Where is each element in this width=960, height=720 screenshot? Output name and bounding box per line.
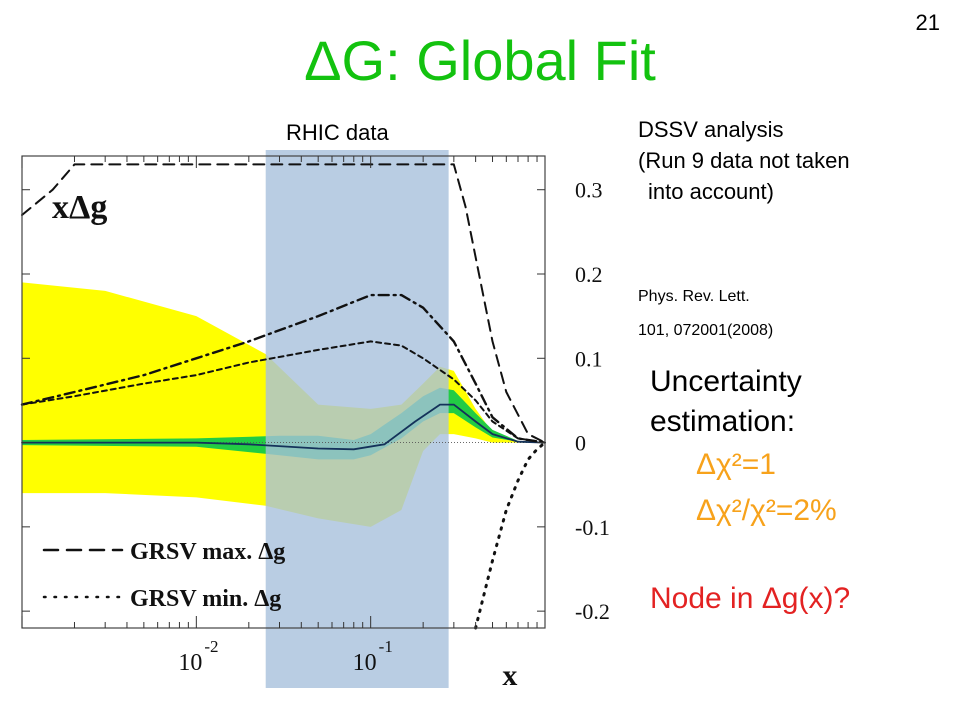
- legend-label: GRSV max. Δg: [130, 539, 285, 565]
- x-tick-exponent: -2: [204, 637, 218, 656]
- legend-label: GRSV min. Δg: [130, 586, 281, 612]
- series-line-dashed_short: [21, 340, 546, 444]
- y-tick-label: 0.1: [575, 346, 603, 371]
- y-tick-label: 0.2: [575, 262, 603, 287]
- uncertainty-line-2: estimation:: [650, 405, 796, 438]
- y-tick-label: -0.1: [575, 515, 610, 540]
- series-line-solid: [21, 403, 546, 451]
- uncertainty-line-1: Uncertainty: [650, 365, 802, 398]
- x-tick-label: 10: [353, 650, 377, 676]
- notes-line-2: (Run 9 data not taken: [638, 148, 850, 173]
- x-axis-label: x: [502, 659, 517, 692]
- analysis-notes: DSSV analysis (Run 9 data not taken into…: [638, 114, 850, 207]
- rhic-region: [265, 136, 449, 688]
- chart-container: 0.3 0.2 0.1 0 -0.1 -0.2 10 -2 10 -1 xΔg x GRSV max. …: [20, 136, 620, 700]
- notes-line-1: DSSV analysis: [638, 117, 784, 142]
- criterion-2: Δχ²/χ²=2%: [696, 494, 837, 527]
- series-line-dashdot: [20, 293, 547, 444]
- journal-reference: Phys. Rev. Lett. 101, 072001(2008): [638, 280, 773, 348]
- reference-line-1: Phys. Rev. Lett.: [638, 288, 750, 305]
- y-tick-label: -0.2: [575, 599, 610, 624]
- plot-frame: [21, 155, 546, 629]
- slide-title: ΔG: Global Fit: [304, 29, 656, 92]
- series-line-dotted: [474, 441, 547, 630]
- rhic-data-label: RHIC data: [286, 120, 389, 145]
- reference-line-2: 101, 072001(2008): [638, 322, 774, 339]
- series-line-dashed_long: [21, 163, 546, 444]
- y-axis-label: xΔg: [52, 189, 107, 226]
- x-tick-exponent: -1: [379, 637, 393, 656]
- page-number: 21: [915, 10, 940, 35]
- criterion-1: Δχ²=1: [696, 448, 776, 481]
- y-tick-label: 0: [575, 431, 586, 456]
- x-tick-label: 10: [178, 650, 202, 676]
- y-tick-label: 0.3: [575, 178, 603, 203]
- uncertainty-block: Uncertainty estimation: Δχ²=1 Δχ²/χ²=2%: [650, 362, 837, 534]
- notes-line-3: into account): [648, 179, 774, 204]
- node-question: Node in Δg(x)?: [650, 582, 851, 615]
